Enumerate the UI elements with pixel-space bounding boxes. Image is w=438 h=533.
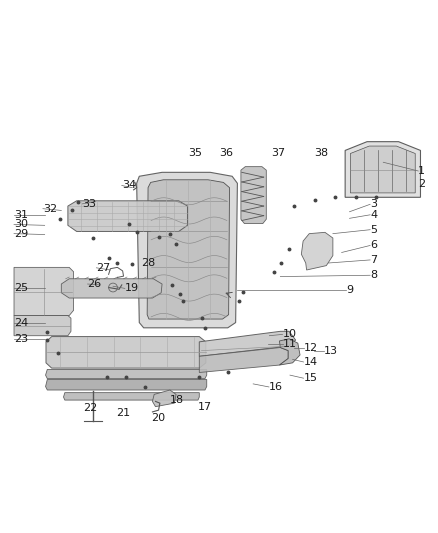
Text: 5: 5 xyxy=(370,225,377,235)
Text: 33: 33 xyxy=(82,199,96,209)
Text: 22: 22 xyxy=(83,403,98,414)
Polygon shape xyxy=(137,172,237,328)
Text: 11: 11 xyxy=(283,339,297,349)
Text: 4: 4 xyxy=(370,210,377,220)
Polygon shape xyxy=(46,379,207,390)
Text: 23: 23 xyxy=(14,334,28,344)
Text: 30: 30 xyxy=(14,220,28,229)
Text: 21: 21 xyxy=(116,408,130,418)
Text: 38: 38 xyxy=(314,149,328,158)
Text: 14: 14 xyxy=(304,357,318,367)
Text: 19: 19 xyxy=(125,284,139,293)
Polygon shape xyxy=(46,336,206,368)
Text: 13: 13 xyxy=(324,346,338,356)
Polygon shape xyxy=(241,167,266,223)
Polygon shape xyxy=(14,268,74,316)
Text: 26: 26 xyxy=(88,279,102,289)
Text: 27: 27 xyxy=(96,263,111,273)
Polygon shape xyxy=(147,180,230,319)
Text: 16: 16 xyxy=(269,382,283,392)
Polygon shape xyxy=(64,393,199,400)
Text: 15: 15 xyxy=(304,373,318,383)
Text: 1: 1 xyxy=(418,166,425,176)
Polygon shape xyxy=(301,232,333,270)
Text: 8: 8 xyxy=(370,270,377,280)
Text: 28: 28 xyxy=(141,258,155,268)
Polygon shape xyxy=(350,146,415,193)
Text: 31: 31 xyxy=(14,210,28,220)
Polygon shape xyxy=(199,332,296,356)
Text: 36: 36 xyxy=(219,149,233,158)
Text: 29: 29 xyxy=(14,229,28,239)
Text: 37: 37 xyxy=(272,149,286,158)
Text: 25: 25 xyxy=(14,282,28,293)
Text: 2: 2 xyxy=(418,179,425,189)
Text: 17: 17 xyxy=(198,402,212,411)
Text: 35: 35 xyxy=(188,149,202,158)
Text: 3: 3 xyxy=(370,199,377,209)
Text: 6: 6 xyxy=(370,240,377,251)
Polygon shape xyxy=(61,279,162,298)
Text: 24: 24 xyxy=(14,318,28,328)
Text: 9: 9 xyxy=(346,285,353,295)
Text: 7: 7 xyxy=(370,255,377,265)
Text: 34: 34 xyxy=(122,181,136,190)
Text: 12: 12 xyxy=(304,343,318,352)
Text: 20: 20 xyxy=(151,413,165,423)
Polygon shape xyxy=(14,316,71,336)
Text: 10: 10 xyxy=(283,329,297,340)
Polygon shape xyxy=(345,142,420,197)
Polygon shape xyxy=(152,390,176,407)
Polygon shape xyxy=(46,369,207,378)
Text: 32: 32 xyxy=(43,204,57,214)
Polygon shape xyxy=(279,339,300,365)
Text: 18: 18 xyxy=(170,395,184,405)
Polygon shape xyxy=(68,201,187,231)
Polygon shape xyxy=(199,348,288,373)
